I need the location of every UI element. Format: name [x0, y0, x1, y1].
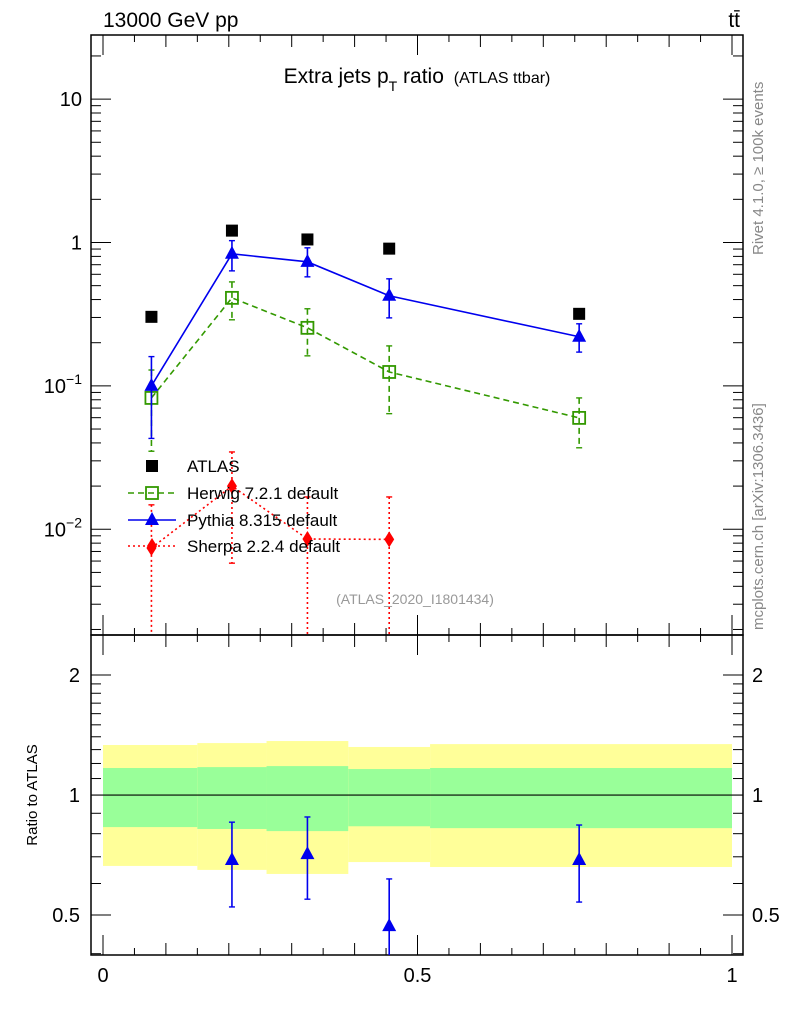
ratio-pythia-marker	[382, 918, 397, 932]
y-tick-base: 10	[60, 89, 82, 111]
ratio-y-tick-label: 0.5	[52, 905, 80, 927]
herwig-marker	[572, 410, 587, 425]
y-tick-exp: −2	[66, 514, 82, 530]
ratio-plot: 2 2 1 1 0.5 0.5 0 0.5 1	[52, 634, 780, 992]
pythia-marker	[572, 328, 587, 342]
y-tick-base: 1	[71, 232, 82, 254]
sherpa-line	[150, 485, 390, 549]
legend-label: ATLAS	[187, 457, 240, 476]
herwig-marker	[300, 320, 315, 335]
pythia-marker	[382, 287, 397, 301]
y-tick-base: 10	[44, 376, 66, 398]
title-small: (ATLAS ttbar)	[454, 70, 551, 87]
sherpa-marker	[384, 531, 395, 548]
legend: ATLAS Herwig 7.2.1 default Pythia 8.315 de…	[128, 457, 340, 556]
ratio-y-tick-label: 2	[69, 665, 80, 687]
sherpa-marker	[226, 478, 237, 495]
y-tick-label: 1	[71, 232, 82, 254]
herwig-marker	[225, 290, 239, 305]
title-rest: ratio	[397, 65, 444, 88]
atlas-marker	[225, 224, 238, 237]
ratio-ylabel: Ratio to ATLAS	[24, 744, 41, 845]
ratio-y-tick-label-right: 1	[752, 785, 763, 807]
energy-label: 13000 GeV pp	[103, 9, 238, 32]
ratio-data	[144, 816, 587, 992]
band-inner	[430, 768, 732, 829]
ratio-pythia-marker	[224, 852, 239, 866]
pythia-marker	[224, 245, 239, 259]
analysis-label: (ATLAS_2020_I1801434)	[336, 591, 494, 607]
pythia-marker	[300, 253, 315, 267]
ratio-pythia-marker	[144, 979, 158, 992]
title-main: Extra jets p	[284, 65, 389, 88]
legend-marker	[145, 486, 159, 500]
ratio-pythia-marker	[300, 846, 315, 860]
y-tick-label: 10−2	[44, 514, 82, 541]
legend-label: Herwig 7.2.1 default	[187, 484, 338, 503]
rivet-label: Rivet 4.1.0, ≥ 100k events	[750, 82, 767, 255]
y-tick-label: 10−1	[44, 371, 82, 398]
x-tick-label: 1	[726, 965, 737, 987]
process-label: tt̄	[728, 9, 740, 32]
legend-marker	[146, 460, 158, 472]
legend-label: Sherpa 2.2.4 default	[187, 537, 340, 556]
ratio-pythia-marker	[572, 852, 587, 866]
y-tick-base: 10	[44, 519, 66, 541]
band-inner	[197, 767, 267, 829]
atlas-marker	[383, 242, 396, 255]
legend-marker	[145, 512, 159, 525]
atlas-marker	[301, 233, 314, 246]
pythia-line	[150, 252, 580, 387]
atlas-marker	[573, 307, 586, 320]
x-tick-label: 0	[97, 965, 108, 987]
mcplots-label: mcplots.cern.ch [arXiv:1306.3436]	[750, 403, 767, 630]
herwig-line	[150, 296, 580, 419]
herwig-marker	[382, 365, 397, 379]
title-sub: T	[389, 78, 398, 94]
atlas-marker	[145, 310, 158, 323]
sherpa-marker	[302, 531, 313, 548]
legend-label: Pythia 8.315 default	[187, 511, 338, 530]
y-tick-exp: −1	[66, 371, 82, 387]
ratio-y-tick-label: 1	[69, 785, 80, 807]
plot-title: Extra jets pT ratio (ATLAS ttbar)	[284, 65, 551, 94]
main-data	[144, 224, 587, 635]
ratio-y-tick-label-right: 0.5	[752, 905, 780, 927]
ratio-y-tick-label-right: 2	[752, 665, 763, 687]
x-tick-label: 0.5	[404, 965, 432, 987]
band-inner	[103, 768, 198, 828]
legend-marker	[147, 538, 157, 554]
y-tick-label: 10	[60, 89, 82, 111]
pythia-marker	[144, 377, 159, 391]
band-inner	[348, 769, 431, 827]
